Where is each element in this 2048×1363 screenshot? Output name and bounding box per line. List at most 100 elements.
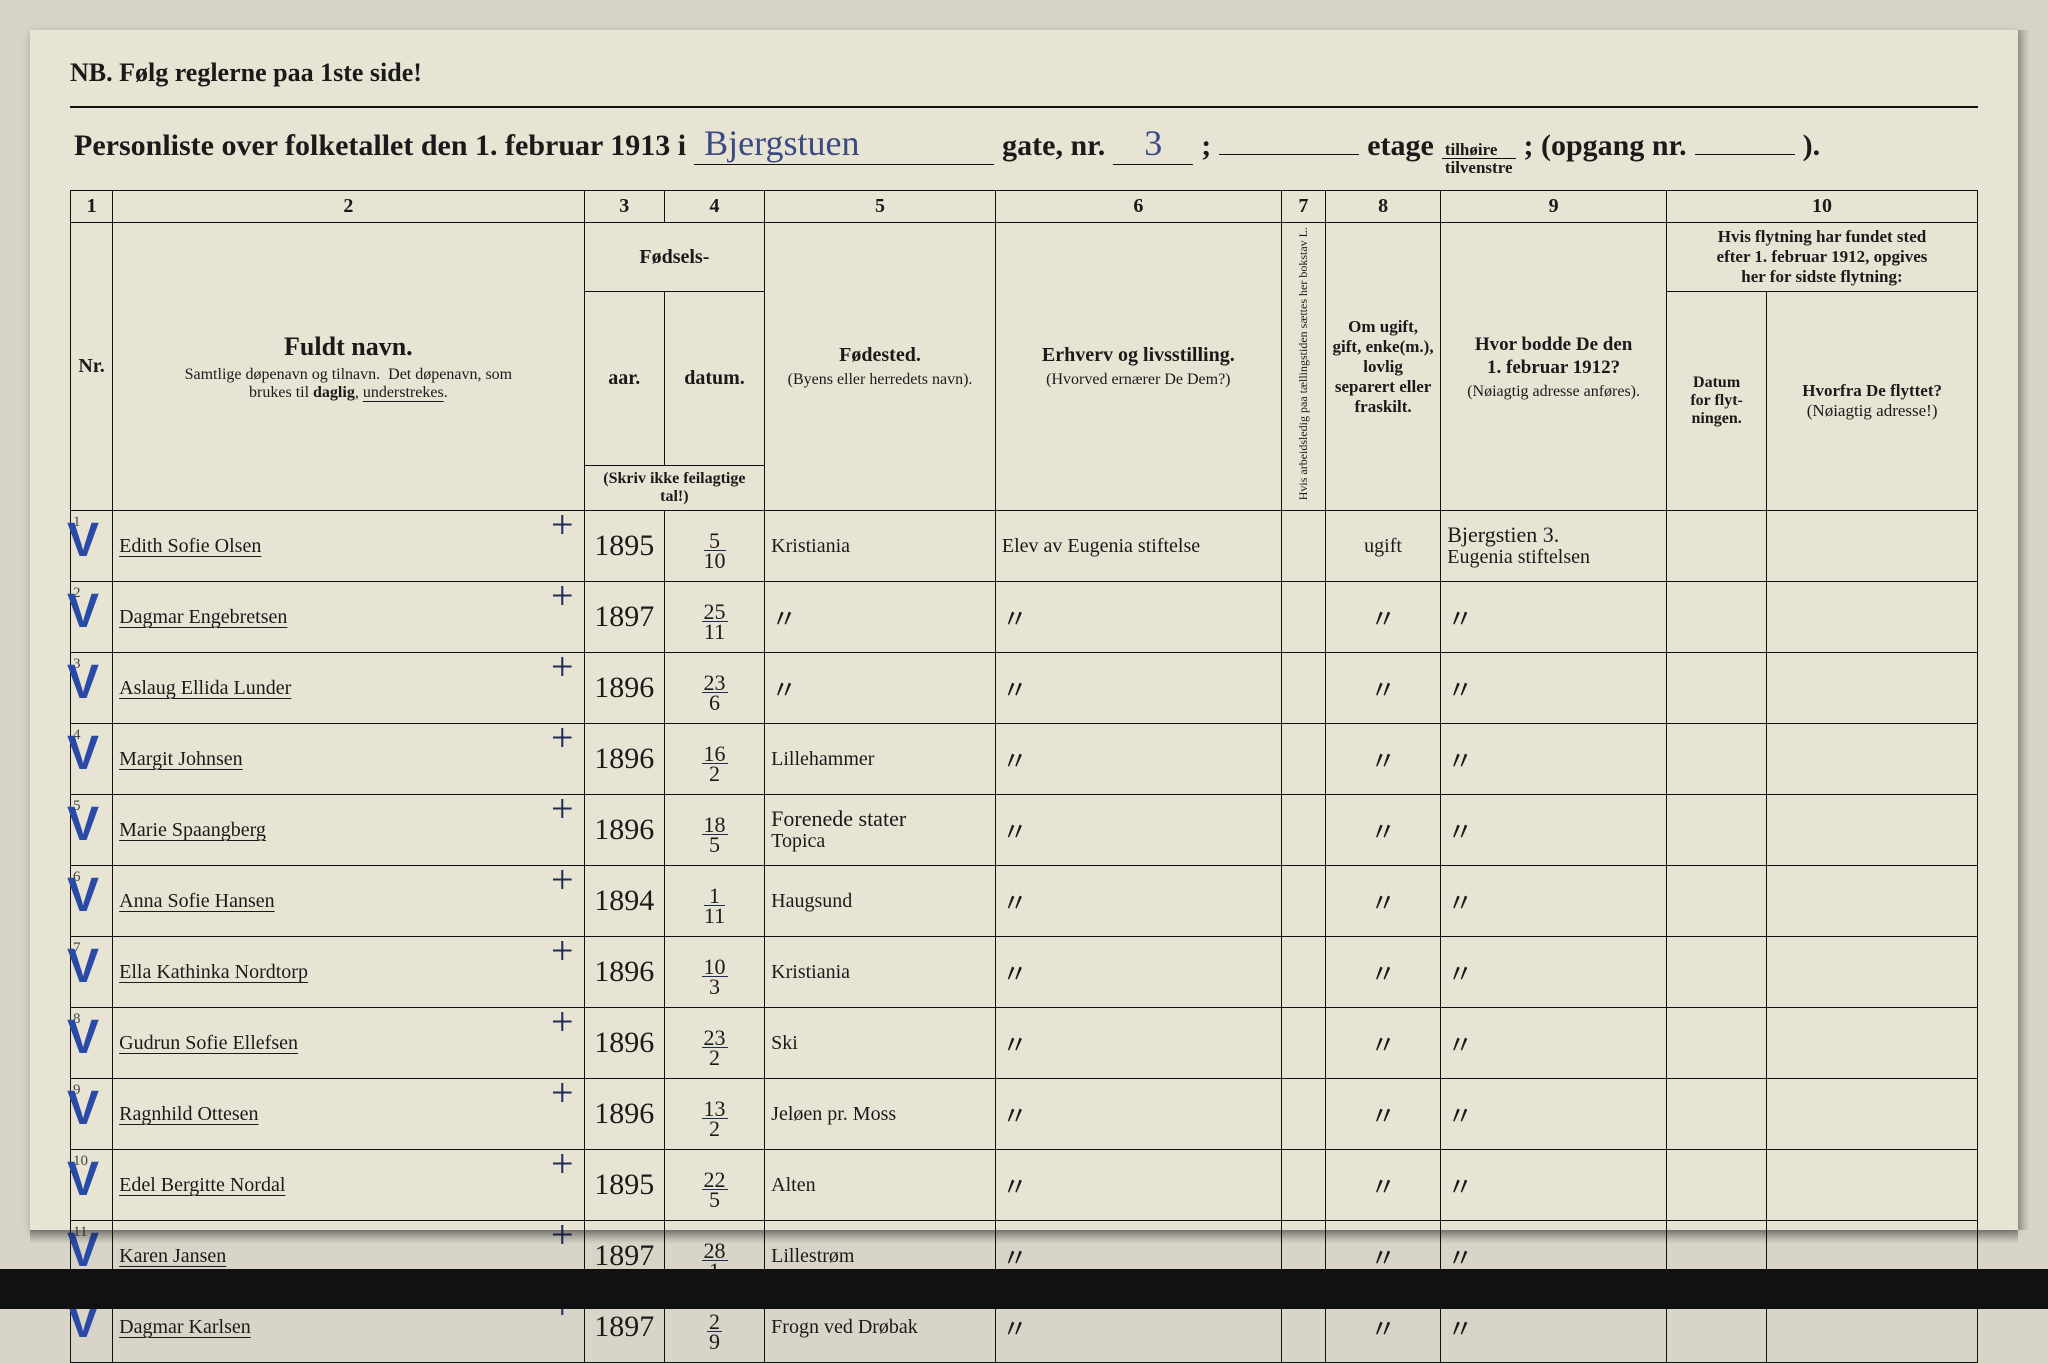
h-occ-s: (Hvorved ernærer De Dem?)	[1002, 371, 1275, 389]
cell-col10a	[1666, 1150, 1766, 1221]
gate-label: gate, nr.	[1002, 129, 1105, 163]
gate-nr-slot: 3	[1113, 122, 1193, 165]
cell-nr: 8V	[71, 1008, 113, 1079]
h-birth-group: Fødsels-	[584, 223, 765, 292]
table-head: 1 2 3 4 5 6 7 8 9 10 Nr. Fuldt navn. Sam…	[71, 191, 1978, 511]
cell-year: 1895	[584, 511, 664, 582]
cell-col8: 〃	[1325, 1079, 1440, 1150]
cell-birthplace: Haugsund	[765, 866, 996, 937]
coln-3: 3	[584, 191, 664, 223]
cell-col10b	[1767, 1008, 1978, 1079]
street-slot: Bjergstuen	[694, 122, 994, 165]
nb-warning: NB. Følg reglerne paa 1ste side!	[70, 58, 1978, 88]
cell-name: Ella Kathinka Nordtorp+	[113, 937, 584, 1008]
cell-name: Dagmar Engebretsen+	[113, 582, 584, 653]
cell-birthplace: Lillehammer	[765, 724, 996, 795]
cell-col9: 〃	[1441, 1150, 1667, 1221]
table-row: 10VEdel Bergitte Nordal+1895225Alten〃〃〃	[71, 1150, 1978, 1221]
coln-8: 8	[1325, 191, 1440, 223]
h-occ: Erhverv og livsstilling. (Hvorved ernære…	[995, 223, 1281, 511]
opgang-label: ; (opgang nr.	[1524, 129, 1687, 163]
cell-year: 1894	[584, 866, 664, 937]
coln-4: 4	[664, 191, 764, 223]
table-row: 5VMarie Spaangberg+1896185Forenede state…	[71, 795, 1978, 866]
title-lead: Personliste over folketallet den 1. febr…	[74, 129, 686, 163]
cell-col10a	[1666, 653, 1766, 724]
h-date: datum.	[664, 292, 764, 466]
cell-col7	[1281, 582, 1325, 653]
h-name: Fuldt navn. Samtlige døpenavn og tilnavn…	[113, 223, 584, 511]
coln-9: 9	[1441, 191, 1667, 223]
cell-col9: 〃	[1441, 1008, 1667, 1079]
cell-col9: 〃	[1441, 653, 1667, 724]
cell-birthplace: 〃	[765, 582, 996, 653]
cell-name: Ragnhild Ottesen+	[113, 1079, 584, 1150]
cell-col10b	[1767, 795, 1978, 866]
cross-mark: +	[551, 501, 574, 548]
cell-col10a	[1666, 511, 1766, 582]
cell-nr: 6V	[71, 866, 113, 937]
cell-col9: 〃	[1441, 795, 1667, 866]
table-row: 1VEdith Sofie Olsen+1895510KristianiaEle…	[71, 511, 1978, 582]
cell-col7	[1281, 937, 1325, 1008]
h-col10-top: Hvis flytning har fundet stedefter 1. fe…	[1666, 223, 1977, 292]
cell-occupation: 〃	[995, 582, 1281, 653]
cell-col10a	[1666, 582, 1766, 653]
check-mark: V	[67, 801, 99, 849]
cell-col7	[1281, 866, 1325, 937]
cell-name: Edith Sofie Olsen+	[113, 511, 584, 582]
binding-edge	[0, 1269, 2048, 1309]
table-row: 4VMargit Johnsen+1896162Lillehammer〃〃〃	[71, 724, 1978, 795]
etage-label: etage	[1367, 129, 1434, 163]
cell-col10a	[1666, 1079, 1766, 1150]
cell-col9: 〃	[1441, 724, 1667, 795]
h-name-sub: Samtlige døpenavn og tilnavn. Det døpena…	[119, 366, 577, 402]
coln-6: 6	[995, 191, 1281, 223]
cell-name: Aslaug Ellida Lunder+	[113, 653, 584, 724]
cell-birthplace: Kristiania	[765, 511, 996, 582]
cell-birthplace: Alten	[765, 1150, 996, 1221]
cell-col7	[1281, 724, 1325, 795]
cell-birthplace: Forenede staterTopica	[765, 795, 996, 866]
cell-nr: 4V	[71, 724, 113, 795]
cell-birthplace: 〃	[765, 653, 996, 724]
cell-col10a	[1666, 866, 1766, 937]
closing-paren: ).	[1803, 129, 1821, 163]
cross-mark: +	[551, 572, 574, 619]
h-year: aar.	[584, 292, 664, 466]
title-line: Personliste over folketallet den 1. febr…	[70, 118, 1978, 190]
h-col9-s: (Nøiagtig adresse anføres).	[1447, 383, 1660, 401]
check-mark: V	[67, 730, 99, 778]
cell-col9: Bjergstien 3.Eugenia stiftelsen	[1441, 511, 1667, 582]
cell-col8: 〃	[1325, 653, 1440, 724]
cell-col8: 〃	[1325, 795, 1440, 866]
h-year-note: (Skriv ikke feilagtige tal!)	[584, 466, 765, 511]
table-row: 6VAnna Sofie Hansen+1894111Haugsund〃〃〃	[71, 866, 1978, 937]
cell-date: 225	[664, 1150, 764, 1221]
cell-col10b	[1767, 866, 1978, 937]
cell-occupation: 〃	[995, 866, 1281, 937]
cell-name: Marie Spaangberg+	[113, 795, 584, 866]
cell-nr: 1V	[71, 511, 113, 582]
h-birthplace-s: (Byens eller herredets navn).	[771, 371, 989, 389]
coln-1: 1	[71, 191, 113, 223]
cell-year: 1896	[584, 653, 664, 724]
cell-col10b	[1767, 582, 1978, 653]
check-mark: V	[67, 659, 99, 707]
cell-date: 232	[664, 1008, 764, 1079]
h-col10a: Datumfor flyt-ningen.	[1666, 292, 1766, 511]
coln-2: 2	[113, 191, 584, 223]
cell-nr: 5V	[71, 795, 113, 866]
cell-occupation: 〃	[995, 1079, 1281, 1150]
table-row: 7VElla Kathinka Nordtorp+1896103Kristian…	[71, 937, 1978, 1008]
cell-nr: 7V	[71, 937, 113, 1008]
check-mark: V	[67, 588, 99, 636]
page-shadow-right	[2018, 30, 2030, 1230]
cell-col10a	[1666, 937, 1766, 1008]
cell-birthplace: Jeløen pr. Moss	[765, 1079, 996, 1150]
cell-col10b	[1767, 1150, 1978, 1221]
h-col7-text: Hvis arbeidsledig paa tællingstiden sætt…	[1297, 227, 1310, 500]
cell-col10b	[1767, 1079, 1978, 1150]
cell-occupation: 〃	[995, 795, 1281, 866]
side-fraction: tilhøire tilvenstre	[1442, 141, 1516, 176]
